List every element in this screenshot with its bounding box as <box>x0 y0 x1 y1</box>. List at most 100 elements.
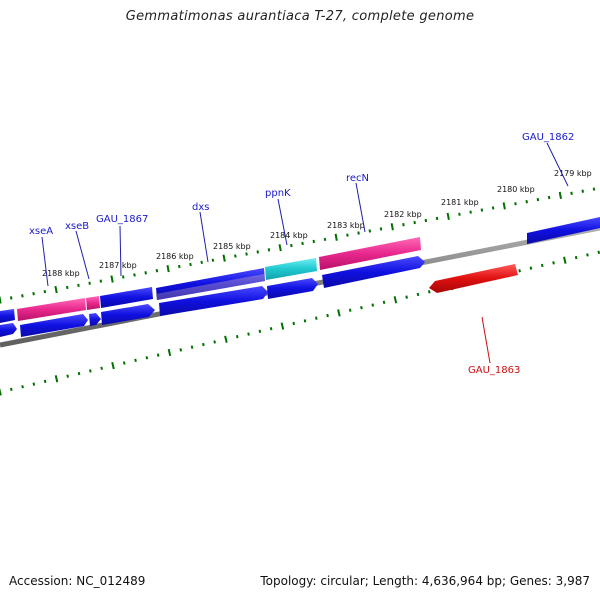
minor-tick <box>547 195 551 200</box>
minor-tick <box>348 308 352 312</box>
minor-tick <box>43 290 47 294</box>
major-tick <box>0 388 2 396</box>
minor-tick <box>540 263 544 268</box>
minor-tick <box>518 269 521 273</box>
gene-inner-3[interactable] <box>159 286 268 316</box>
major-tick <box>54 285 58 294</box>
gene-label-recN[interactable]: recN <box>346 173 369 184</box>
minor-tick <box>144 271 147 275</box>
minor-tick <box>290 243 293 248</box>
minor-tick <box>179 348 183 352</box>
minor-tick <box>21 294 24 298</box>
minor-tick <box>570 191 573 195</box>
kbp-label: 2187 kbp <box>99 261 137 270</box>
forward-strand-features <box>0 217 600 323</box>
forward-strand-inner-row <box>0 256 425 337</box>
minor-tick <box>368 229 372 233</box>
feature-xseB-pink[interactable] <box>86 296 100 310</box>
kbp-label: 2180 kbp <box>497 185 535 194</box>
minor-tick <box>312 239 316 244</box>
major-tick <box>166 265 170 273</box>
gene-inner-left-edge[interactable] <box>0 323 17 337</box>
minor-tick <box>134 358 137 363</box>
gene-GAU_1862[interactable] <box>527 217 600 244</box>
kbp-label: 2185 kbp <box>213 242 251 251</box>
minor-tick <box>213 340 216 344</box>
gene-label-xseA[interactable]: xseA <box>29 226 53 237</box>
kbp-label: 2181 kbp <box>441 198 479 207</box>
minor-tick <box>77 283 80 287</box>
minor-tick <box>326 313 329 318</box>
minor-tick <box>258 329 262 334</box>
major-tick <box>280 322 285 330</box>
minor-tick <box>371 303 375 307</box>
minor-tick <box>525 200 528 204</box>
gene-GAU_1863[interactable] <box>429 264 518 293</box>
gene-label-dxs[interactable]: dxs <box>192 202 209 213</box>
minor-tick <box>269 327 273 331</box>
minor-tick <box>592 187 596 191</box>
minor-tick <box>202 342 205 347</box>
minor-tick <box>536 197 540 202</box>
minor-tick <box>301 241 304 246</box>
gene-inner-2[interactable] <box>267 278 318 299</box>
minor-tick <box>211 258 215 262</box>
gene-inner-1[interactable] <box>322 256 425 288</box>
minor-tick <box>43 379 47 384</box>
minor-tick <box>234 254 237 258</box>
minor-tick <box>267 248 271 252</box>
gene-inner-4[interactable] <box>101 304 155 325</box>
gene-label-GAU_1862[interactable]: GAU_1862 <box>522 132 574 143</box>
minor-tick <box>315 316 318 320</box>
kbp-label: 2186 kbp <box>156 252 194 261</box>
minor-tick <box>200 260 203 265</box>
minor-tick <box>88 281 91 285</box>
gene-label-GAU_1863[interactable]: GAU_1863 <box>468 365 520 376</box>
minor-tick <box>427 290 431 294</box>
minor-tick <box>574 255 578 260</box>
minor-tick <box>21 385 24 389</box>
genome-summary-text: Topology: circular; Length: 4,636,964 bp… <box>260 574 590 588</box>
feature-xseA-pink[interactable] <box>17 298 86 321</box>
minor-tick <box>122 361 126 365</box>
minor-tick <box>133 273 136 277</box>
major-tick <box>334 233 338 241</box>
major-tick <box>337 309 341 317</box>
minor-tick <box>77 371 81 376</box>
minor-tick <box>155 269 159 273</box>
minor-tick <box>514 202 517 206</box>
minor-tick <box>32 382 36 386</box>
major-tick <box>167 348 172 357</box>
minor-tick <box>435 216 439 221</box>
minor-tick <box>190 345 194 349</box>
gene-inner-6[interactable] <box>20 314 88 337</box>
gene-label-ppnK[interactable]: ppnK <box>265 188 291 199</box>
major-tick <box>446 212 450 220</box>
minor-tick <box>416 292 420 297</box>
feature-recN-pink[interactable] <box>319 237 421 270</box>
minor-tick <box>379 227 383 231</box>
feature-ppnK-cyan[interactable] <box>265 258 317 280</box>
gene-GAU_1867[interactable] <box>100 287 153 308</box>
minor-tick <box>552 261 555 265</box>
minor-tick <box>586 253 589 257</box>
major-tick <box>54 375 59 383</box>
kbp-label: 2179 kbp <box>554 169 592 178</box>
label-leader-lines <box>41 142 569 287</box>
minor-tick <box>32 292 35 296</box>
minor-tick <box>480 208 484 212</box>
minor-tick <box>247 332 250 336</box>
gene-left-edge-outer[interactable] <box>0 309 15 323</box>
map-title: Gemmatimonas aurantiaca T-27, complete g… <box>125 9 475 24</box>
minor-tick <box>323 237 327 242</box>
minor-tick <box>529 266 533 270</box>
accession-text: Accession: NC_012489 <box>9 574 146 588</box>
gene-inner-5[interactable] <box>89 313 101 326</box>
gene-label-xseB[interactable]: xseB <box>65 221 89 232</box>
minor-tick <box>346 233 349 237</box>
gene-label-GAU_1867[interactable]: GAU_1867 <box>96 214 148 225</box>
minor-tick <box>597 250 600 255</box>
minor-tick <box>235 334 239 339</box>
major-tick <box>390 223 394 231</box>
